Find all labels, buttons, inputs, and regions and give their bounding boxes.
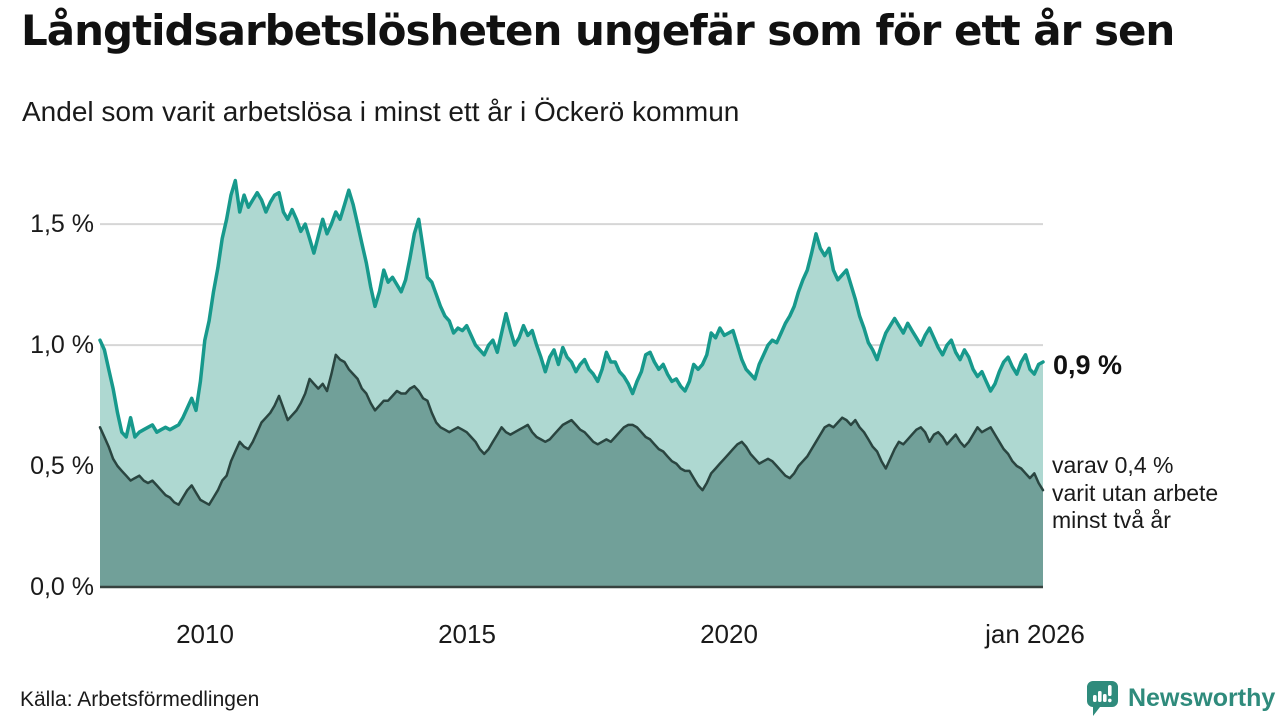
series2-end-label-line: varav 0,4 % bbox=[1052, 452, 1174, 478]
area-series-2 bbox=[100, 354, 1043, 587]
y-tick-label: 1,5 % bbox=[30, 210, 94, 238]
series1-end-value-label: 0,9 % bbox=[1053, 350, 1123, 380]
page-subtitle: Andel som varit arbetslösa i minst ett å… bbox=[22, 96, 740, 127]
source-note: Källa: Arbetsförmedlingen bbox=[20, 688, 260, 711]
x-tick-label: 2020 bbox=[700, 619, 758, 649]
y-tick-label: 0,0 % bbox=[30, 573, 94, 601]
y-tick-label: 0,5 % bbox=[30, 452, 94, 480]
series2-end-label-line: minst två år bbox=[1052, 507, 1171, 533]
series2-end-label-line: varit utan arbete bbox=[1052, 479, 1219, 506]
x-tick-label: jan 2026 bbox=[985, 619, 1085, 649]
newsworthy-brand: Newsworthy bbox=[1086, 680, 1275, 717]
x-tick-label: 2010 bbox=[176, 619, 234, 649]
newsworthy-wordmark: Newsworthy bbox=[1128, 684, 1276, 712]
x-tick-label: 2015 bbox=[438, 619, 496, 649]
area-chart-plot bbox=[98, 178, 1045, 589]
y-tick-label: 1,0 % bbox=[30, 331, 94, 359]
line-series-1 bbox=[98, 178, 1045, 439]
line-series-2 bbox=[98, 353, 1045, 506]
newsworthy-logo-icon bbox=[1087, 681, 1118, 716]
series2-end-label: varav 0,4 % varit utan arbete minst två … bbox=[1052, 452, 1218, 535]
page-title: Långtidsarbetslösheten ungefär som för e… bbox=[21, 6, 1175, 55]
